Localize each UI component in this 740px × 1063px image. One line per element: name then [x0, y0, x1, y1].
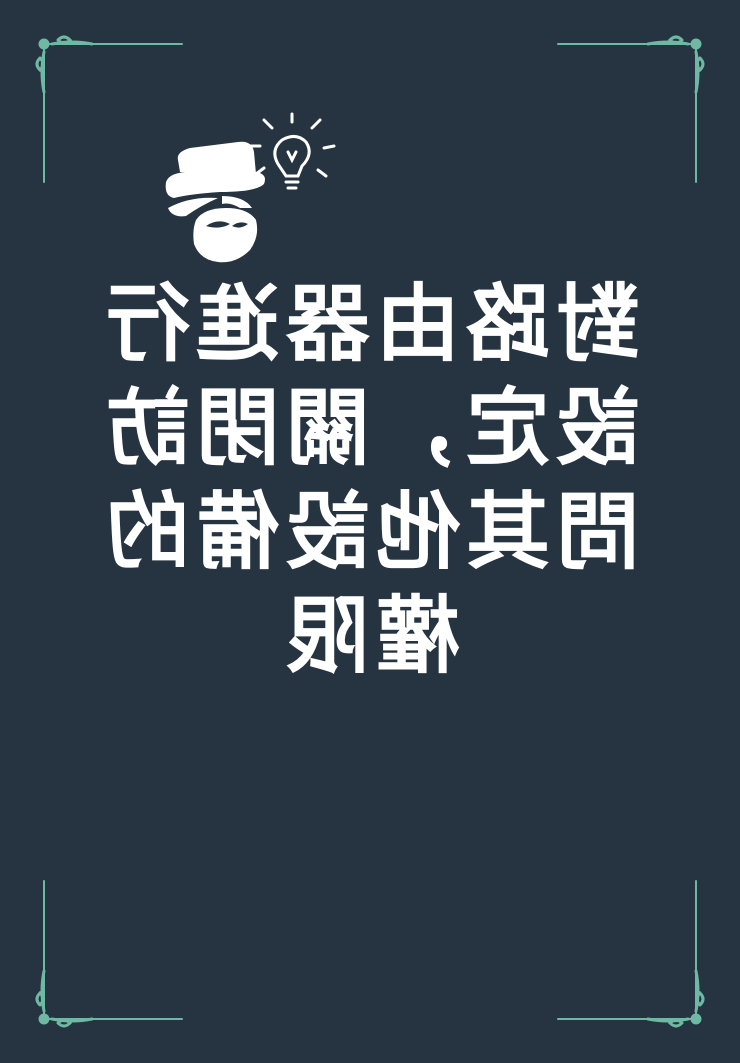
corner-ornament-top-right	[557, 35, 705, 183]
title-line-1: 對路由器進行	[100, 275, 641, 373]
corner-ornament-top-left	[35, 35, 183, 183]
corner-ornament-bottom-right	[557, 880, 705, 1028]
title-line-4: 權限	[280, 587, 461, 685]
detective-with-lightbulb-icon	[165, 112, 336, 263]
title-line-3: 問其他設備的	[100, 483, 641, 581]
title-line-2: 設定，關閉訪	[100, 379, 641, 477]
corner-ornament-bottom-left	[35, 880, 183, 1028]
page-title: 對路由器進行 設定，關閉訪 問其他設備的 權限	[60, 272, 680, 688]
